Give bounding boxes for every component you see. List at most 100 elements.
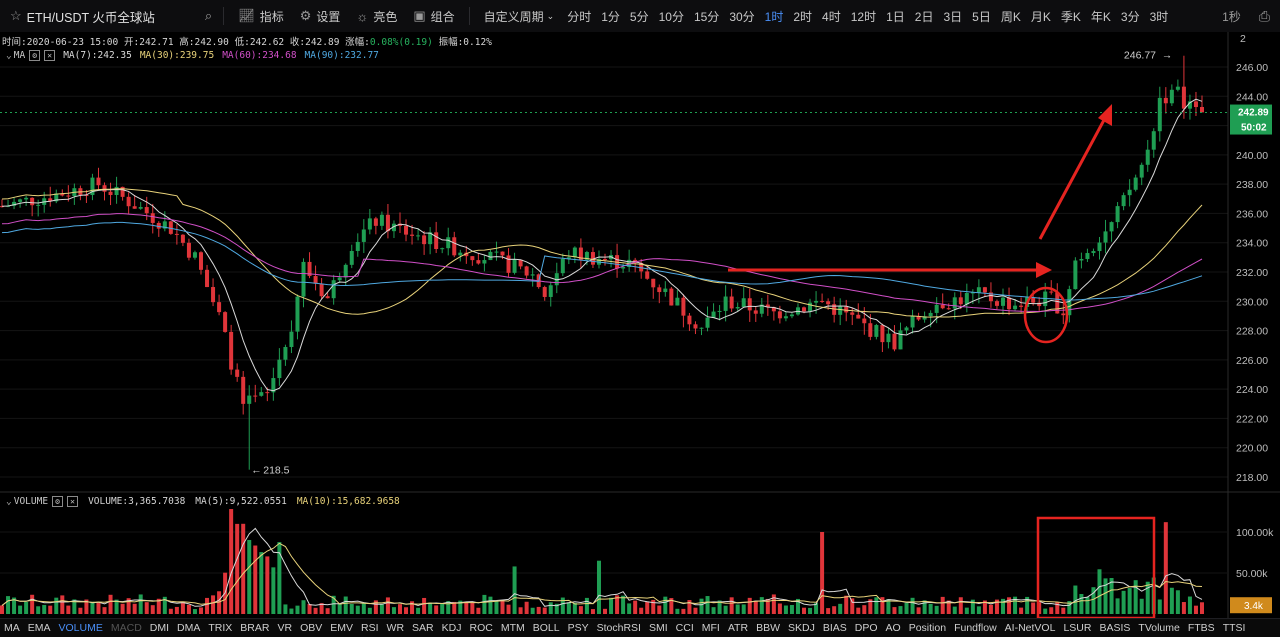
indicator-tab[interactable]: AI-NetVOL xyxy=(1004,622,1056,634)
search-button[interactable]: ⌕ xyxy=(205,8,217,24)
volume-ma10-line xyxy=(1,542,1203,606)
indicator-tab[interactable]: AO xyxy=(885,622,901,634)
period-tab[interactable]: 3日 xyxy=(943,9,963,24)
indicator-tab[interactable]: RSI xyxy=(361,622,379,634)
indicator-tab[interactable]: TRIX xyxy=(208,622,233,634)
period-tab[interactable]: 15分 xyxy=(693,9,720,24)
camera-icon[interactable]: ⎙ xyxy=(1258,7,1270,24)
period-tab[interactable]: 3分 xyxy=(1120,9,1140,24)
custom-period-dropdown[interactable]: 自定义周期 ⌄ xyxy=(484,8,555,25)
volume-bar xyxy=(217,591,222,614)
indicator-tab[interactable]: SKDJ xyxy=(787,622,815,634)
indicator-tab[interactable]: DMA xyxy=(177,622,201,634)
indicator-tab[interactable]: BIAS xyxy=(822,622,847,634)
volume-bar xyxy=(24,601,29,614)
volume-bar xyxy=(1025,596,1030,614)
indicator-tab[interactable]: TVolume xyxy=(1138,622,1180,634)
indicator-tab[interactable]: BBW xyxy=(756,622,780,634)
indicator-tab[interactable]: Fundflow xyxy=(954,622,997,634)
low-marker: 218.5 xyxy=(263,465,289,477)
star-icon[interactable]: ☆ xyxy=(10,8,22,23)
indicator-tab[interactable]: FTBS xyxy=(1187,622,1215,634)
indicator-tab[interactable]: DMI xyxy=(149,622,170,634)
indicator-tab[interactable]: CCI xyxy=(675,622,694,634)
volume-bar xyxy=(108,594,113,614)
indicator-tab[interactable]: EMV xyxy=(330,622,354,634)
symbol-selector[interactable]: ☆ ETH/USDT 火币全球站 xyxy=(0,7,155,26)
left-arrow-icon: ← xyxy=(251,465,262,477)
indicator-tab[interactable]: ATR xyxy=(727,622,749,634)
period-tab[interactable]: 年K xyxy=(1090,9,1111,24)
indicator-tab[interactable]: ROC xyxy=(469,622,493,634)
indicator-tab[interactable]: DPO xyxy=(854,622,878,634)
volume-bar xyxy=(566,602,571,614)
period-tab[interactable]: 周K xyxy=(1000,9,1021,24)
indicator-tab[interactable]: VR xyxy=(277,622,293,634)
collapse-icon[interactable]: ⌄ xyxy=(6,50,12,61)
candle-body xyxy=(422,235,427,245)
indicator-tab[interactable]: TTSI xyxy=(1222,622,1246,634)
collapse-icon[interactable]: ⌄ xyxy=(6,496,12,507)
indicator-tab[interactable]: Position xyxy=(908,622,947,634)
indicator-tab[interactable]: LSUR xyxy=(1063,622,1092,634)
indicator-tab[interactable]: SMI xyxy=(648,622,668,634)
indicator-tab[interactable]: SAR xyxy=(412,622,434,634)
candle-body xyxy=(102,185,107,192)
price-tick-label: 236.00 xyxy=(1236,208,1268,220)
period-tab[interactable]: 5日 xyxy=(972,9,991,24)
period-tab[interactable]: 5分 xyxy=(629,9,649,24)
indicator-tab[interactable]: PSY xyxy=(567,622,589,634)
period-tab[interactable]: 30分 xyxy=(729,9,755,24)
candle-body xyxy=(512,259,517,273)
indicator-tab[interactable]: OBV xyxy=(300,622,323,634)
period-tab[interactable]: 12时 xyxy=(850,9,877,24)
indicators-button[interactable]: 📈︎ 指标 xyxy=(238,8,284,25)
indicator-tab[interactable]: EMA xyxy=(27,622,51,634)
indicator-tab[interactable]: MFI xyxy=(701,622,720,634)
close-icon[interactable]: ✕ xyxy=(44,50,56,61)
theme-button[interactable]: ☼ 亮色 xyxy=(356,8,397,25)
period-tab[interactable]: 分时 xyxy=(567,9,592,24)
indicator-tab[interactable]: MA xyxy=(4,622,20,634)
candle-body xyxy=(295,296,300,332)
indicator-tab[interactable]: BASIS xyxy=(1099,622,1131,634)
volume-bar xyxy=(669,598,674,614)
indicator-tab[interactable]: MTM xyxy=(500,622,525,634)
period-tab[interactable]: 3时 xyxy=(1149,9,1169,24)
period-tab[interactable]: 4时 xyxy=(822,9,841,24)
period-tab[interactable]: 1时 xyxy=(764,9,784,24)
period-tab[interactable]: 1日 xyxy=(886,9,905,24)
candle-body xyxy=(277,359,282,379)
indicator-tab[interactable]: WR xyxy=(386,622,405,634)
gear-icon[interactable]: ⚙ xyxy=(29,50,41,61)
close-icon[interactable]: ✕ xyxy=(67,496,79,507)
volume-bar xyxy=(54,597,59,614)
period-tab[interactable]: 月K xyxy=(1030,9,1051,24)
refresh-interval[interactable]: 1秒 xyxy=(1222,9,1241,24)
close-value: 242.89 xyxy=(305,37,340,48)
period-tab[interactable]: 2时 xyxy=(793,9,813,24)
candle-body xyxy=(1067,289,1072,316)
volume-bar xyxy=(542,607,547,614)
countdown-label: 50:02 xyxy=(1241,123,1267,134)
period-tab[interactable]: 季K xyxy=(1060,9,1081,24)
indicator-tab[interactable]: BOLL xyxy=(532,622,560,634)
period-tab[interactable]: 10分 xyxy=(658,9,684,24)
combo-button[interactable]: ▣ 组合 xyxy=(413,8,454,25)
gear-icon[interactable]: ⚙ xyxy=(52,496,64,507)
indicator-tab[interactable]: MACD xyxy=(110,622,142,634)
amp-value: 0.12% xyxy=(463,37,492,48)
candle-body xyxy=(862,318,867,324)
candlestick-chart[interactable]: 246.00244.00242.00240.00238.00236.00234.… xyxy=(0,32,1280,618)
indicator-tab[interactable]: VOLUME xyxy=(58,622,103,634)
indicator-tab[interactable]: KDJ xyxy=(441,622,462,634)
indicator-tab[interactable]: BRAR xyxy=(240,622,270,634)
period-tab[interactable]: 2日 xyxy=(914,9,934,24)
settings-button[interactable]: ⚙ 设置 xyxy=(300,8,341,25)
price-tick-label: 228.00 xyxy=(1236,326,1268,338)
indicator-tab[interactable]: StochRSI xyxy=(596,622,641,634)
volume-bar xyxy=(844,595,849,614)
candle-body xyxy=(802,307,807,312)
volume-bar xyxy=(1145,581,1150,614)
period-tab[interactable]: 1分 xyxy=(601,9,620,24)
